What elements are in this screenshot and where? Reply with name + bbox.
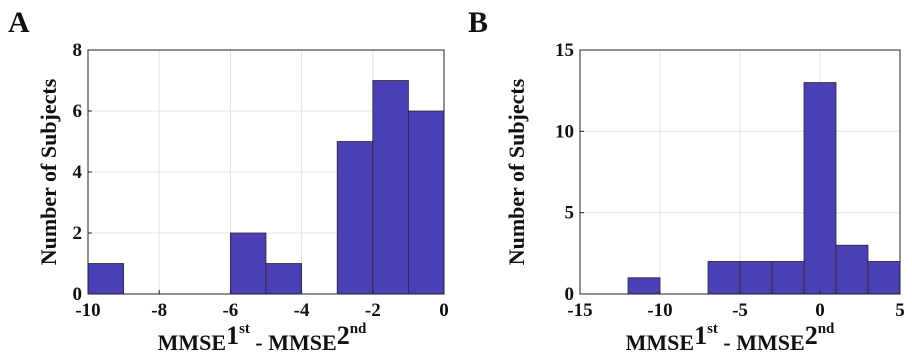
y-tick-label: 6 [73,101,83,122]
y-tick-label: 5 [565,203,575,224]
y-tick-label: 4 [73,162,83,183]
x-tick-label: 0 [439,300,449,321]
x-tick-label: -10 [647,300,672,321]
panel-b-letter: B [468,6,488,39]
x-tick-label: 5 [895,300,905,321]
histogram-bar [707,261,741,295]
y-tick-label: 10 [555,121,574,142]
panel-b-x-axis-label: MMSE1st - MMSE2nd [626,321,835,355]
y-tick-label: 0 [73,284,83,305]
y-tick-label: 0 [565,284,575,305]
x-tick-label: -6 [222,300,238,321]
histogram-bar [867,261,901,295]
histogram-bar [835,244,869,295]
x-tick-label: -4 [294,300,310,321]
panel-a-x-axis-label: MMSE1st - MMSE2nd [158,321,367,355]
panel-a-ticks: -10 -8 -6 -4 -2 0 0 2 4 6 8 [73,40,449,321]
panel-a-letter: A [8,6,30,39]
panel-b-ticks: -15 -10 -5 0 5 0 5 10 15 [555,40,905,321]
panel-b: B -15 -10 -5 0 5 0 5 10 15 Number of Subjects MM… [468,6,905,355]
y-tick-label: 2 [73,223,83,244]
x-tick-label: 0 [815,300,825,321]
y-tick-label: 8 [73,40,83,61]
panel-a-bars [87,80,445,295]
histogram-bar [627,277,661,295]
x-tick-label: -5 [732,300,748,321]
x-tick-label: -8 [151,300,167,321]
histogram-bar [87,263,124,295]
histogram-bar [372,80,409,295]
panel-b-bars [627,82,901,295]
x-tick-label: -10 [75,300,100,321]
panel-a-y-axis-label: Number of Subjects [36,78,61,265]
panel-a: A -10 -8 -6 -4 -2 0 0 2 4 6 8 Number of Subjects M… [8,6,449,355]
y-tick-label: 15 [555,40,574,61]
histogram-bar [336,141,374,295]
histogram-bar [803,82,837,295]
x-tick-label: -2 [365,300,381,321]
histogram-bar [229,232,267,295]
histogram-bar [739,261,773,295]
histogram-bar [265,263,302,295]
x-tick-label: -15 [567,300,592,321]
histogram-bar [771,261,805,295]
histogram-bar [407,110,445,295]
panel-b-y-axis-label: Number of Subjects [504,78,529,265]
